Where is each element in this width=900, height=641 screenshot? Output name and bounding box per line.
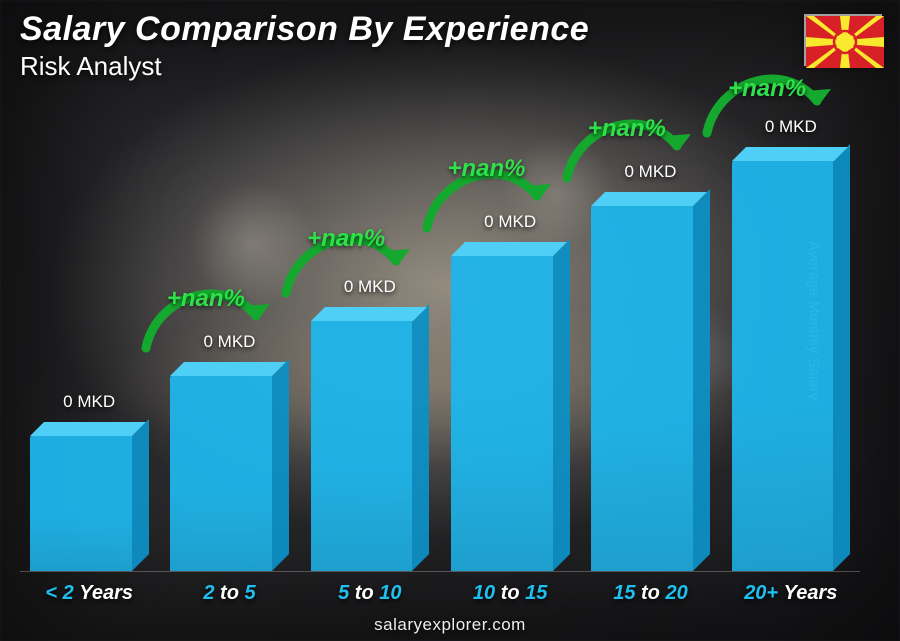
bar-value-label: 0 MKD <box>591 162 709 182</box>
x-axis: < 2 Years 2 to 5 5 to 10 10 to 15 15 to 20 20… <box>30 582 850 605</box>
bar-top <box>30 422 146 436</box>
bar-side <box>553 239 570 571</box>
bar-top <box>591 192 707 206</box>
x-axis-label: < 2 Years <box>30 582 148 605</box>
bar <box>30 436 148 571</box>
bar-column: 0 MKD <box>30 130 148 571</box>
bar-value-label: 0 MKD <box>30 392 148 412</box>
x-axis-label: 10 to 15 <box>451 582 569 605</box>
bar-side <box>272 359 289 571</box>
bar-top <box>451 242 567 256</box>
chart-baseline <box>20 571 860 572</box>
header: Salary Comparison By Experience Risk Ana… <box>20 10 780 82</box>
bar-side <box>833 144 850 571</box>
bar <box>591 206 709 571</box>
bar-column: 0 MKD+nan% <box>170 130 288 571</box>
bar <box>170 376 288 571</box>
x-axis-label: 2 to 5 <box>170 582 288 605</box>
bar-value-label: 0 MKD <box>170 332 288 352</box>
bar-top <box>311 307 427 321</box>
bar-front <box>311 321 413 571</box>
bar-top <box>170 362 286 376</box>
bar-side <box>693 189 710 571</box>
footer-source: salaryexplorer.com <box>0 615 900 635</box>
x-axis-label: 20+ Years <box>732 582 850 605</box>
chart-title: Salary Comparison By Experience <box>20 10 780 49</box>
bar-column: 0 MKD+nan% <box>451 130 569 571</box>
x-axis-label: 15 to 20 <box>591 582 709 605</box>
x-axis-label: 5 to 10 <box>311 582 429 605</box>
bar <box>732 161 850 571</box>
bar-chart: 0 MKD0 MKD+nan%0 MKD+nan%0 MKD+nan%0 MKD… <box>30 130 850 571</box>
bar-side <box>132 419 149 571</box>
bar-front <box>591 206 693 571</box>
bar-value-label: 0 MKD <box>451 212 569 232</box>
bar-value-label: 0 MKD <box>311 277 429 297</box>
bar-column: 0 MKD+nan% <box>591 130 709 571</box>
bar-top <box>732 147 848 161</box>
bar-side <box>412 304 429 571</box>
bar <box>311 321 429 571</box>
chart-subtitle: Risk Analyst <box>20 51 780 82</box>
bar-column: 0 MKD+nan% <box>311 130 429 571</box>
country-flag-north-macedonia <box>804 14 882 66</box>
bar-value-label: 0 MKD <box>732 117 850 137</box>
bar-front <box>30 436 132 571</box>
bar-front <box>451 256 553 571</box>
bar <box>451 256 569 571</box>
bar-column: 0 MKD+nan% <box>732 130 850 571</box>
bar-front <box>170 376 272 571</box>
bar-front <box>732 161 834 571</box>
